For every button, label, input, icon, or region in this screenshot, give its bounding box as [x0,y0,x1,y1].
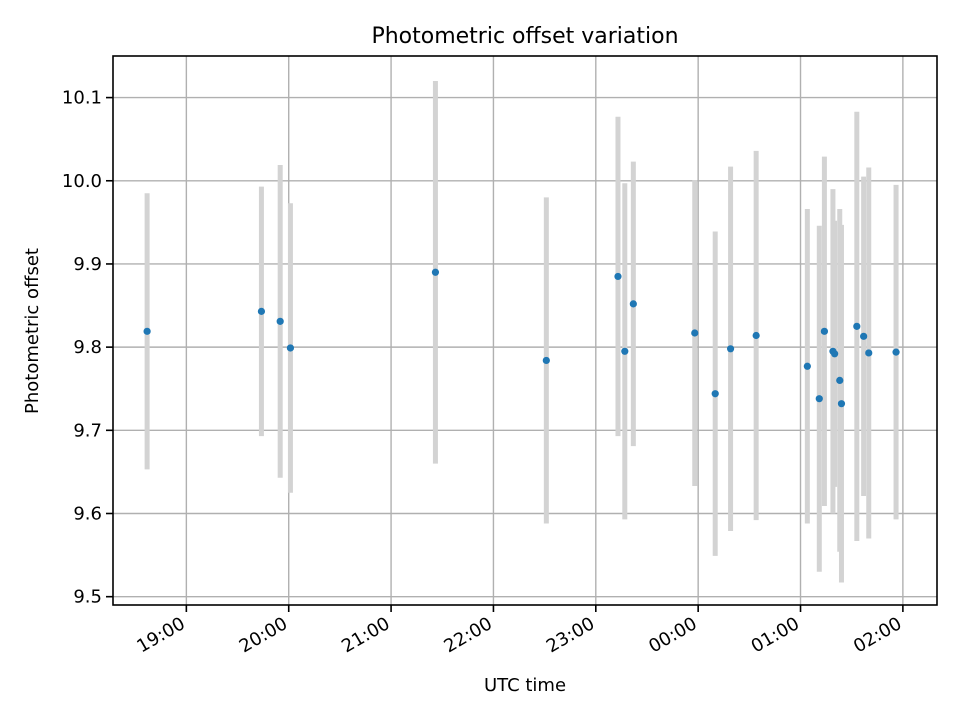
data-point [431,268,440,276]
y-axis: 9.5 9.6 9.7 9.8 9.9 10.0 10.1 [62,88,113,608]
y-tick-label: 10.0 [62,171,102,192]
x-axis: 19:00 20:00 21:00 22:00 23:00 00:00 01:00 02:00 [133,605,905,657]
data-point [629,300,637,308]
y-axis-label: Photometric offset [22,248,43,414]
data-point [836,376,844,385]
x-tick-label: 20:00 [236,613,291,657]
data-point [837,400,846,408]
x-tick-label: 19:00 [133,613,188,657]
x-axis-label: UTC time [484,675,566,696]
data-point [853,322,861,330]
x-tick-label: 00:00 [645,613,700,657]
error-bars [144,80,899,583]
x-tick-label: 22:00 [441,613,496,657]
data-point [803,362,811,370]
x-tick-label: 23:00 [543,613,598,657]
data-point [276,317,284,325]
data-point [286,344,295,352]
data-point [752,331,760,340]
y-tick-label: 9.9 [73,254,102,275]
data-point [621,347,629,355]
data-point [865,349,873,357]
data-point [892,348,900,356]
y-tick-label: 9.7 [73,420,102,441]
y-tick-label: 10.1 [62,88,102,109]
data-point [726,345,735,353]
data-point [143,327,151,335]
chart-title: Photometric offset variation [371,24,678,49]
data-point [831,350,839,358]
data-point [257,307,266,315]
data-point [614,272,622,281]
data-point [820,327,829,335]
data-point [691,329,699,337]
y-tick-label: 9.5 [73,587,102,608]
data-point [860,332,868,340]
x-tick-label: 02:00 [850,613,905,657]
y-tick-label: 9.8 [73,337,102,358]
data-points [143,268,900,408]
x-tick-label: 21:00 [338,613,393,657]
plot-frame [112,55,938,606]
x-tick-label: 01:00 [748,613,803,657]
grid [113,56,937,605]
data-point [815,395,823,403]
data-point [542,356,550,365]
data-point [711,390,719,398]
y-tick-label: 9.6 [73,504,102,525]
